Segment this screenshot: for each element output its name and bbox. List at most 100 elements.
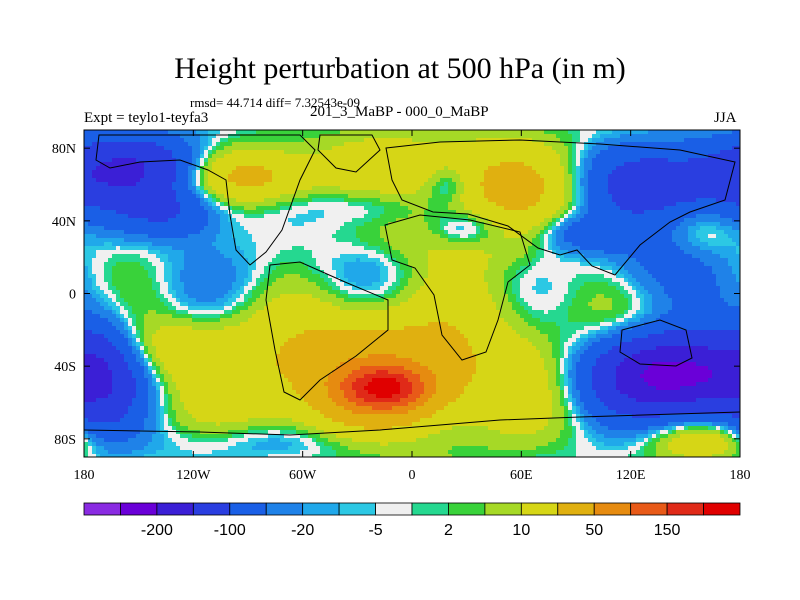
field-cell [472, 158, 476, 162]
field-cell [688, 206, 692, 210]
field-cell [460, 130, 464, 134]
field-cell [512, 242, 516, 246]
field-cell [152, 222, 156, 226]
field-cell [300, 178, 304, 182]
field-cell [352, 154, 356, 158]
field-cell [324, 154, 328, 158]
field-cell [456, 178, 460, 182]
field-cell [100, 150, 104, 154]
field-cell [668, 214, 672, 218]
field-cell [480, 150, 484, 154]
field-cell [396, 222, 400, 226]
field-cell [392, 130, 396, 134]
field-cell [408, 246, 412, 250]
field-cell [488, 130, 492, 134]
field-cell [680, 230, 684, 234]
field-cell [648, 222, 652, 226]
field-cell [576, 194, 580, 198]
field-cell [180, 226, 184, 230]
field-cell [244, 170, 248, 174]
field-cell [240, 182, 244, 186]
field-cell [376, 242, 380, 246]
field-cell [656, 154, 660, 158]
field-cell [548, 214, 552, 218]
field-cell [684, 246, 688, 250]
field-cell [96, 150, 100, 154]
field-cell [192, 178, 196, 182]
field-cell [732, 242, 736, 246]
field-cell [516, 186, 520, 190]
field-cell [88, 138, 92, 142]
field-cell [136, 222, 140, 226]
field-cell [248, 190, 252, 194]
field-cell [680, 134, 684, 138]
field-cell [604, 202, 608, 206]
field-cell [380, 246, 384, 250]
field-cell [240, 242, 244, 246]
field-cell [580, 230, 584, 234]
field-cell [216, 206, 220, 210]
field-cell [480, 154, 484, 158]
field-cell [736, 162, 740, 166]
field-cell [692, 138, 696, 142]
field-cell [508, 130, 512, 134]
field-cell [512, 134, 516, 138]
field-cell [376, 226, 380, 230]
field-cell [156, 194, 160, 198]
field-cell [612, 142, 616, 146]
field-cell [92, 150, 96, 154]
field-cell [604, 174, 608, 178]
field-cell [504, 230, 508, 234]
field-cell [452, 182, 456, 186]
field-cell [336, 190, 340, 194]
field-cell [492, 210, 496, 214]
field-cell [408, 178, 412, 182]
field-cell [252, 170, 256, 174]
field-cell [192, 170, 196, 174]
field-cell [484, 198, 488, 202]
field-cell [308, 162, 312, 166]
field-cell [160, 146, 164, 150]
field-cell [624, 158, 628, 162]
field-cell [608, 186, 612, 190]
field-cell [104, 134, 108, 138]
field-cell [296, 238, 300, 242]
field-cell [196, 174, 200, 178]
field-cell [736, 158, 740, 162]
field-cell [288, 194, 292, 198]
field-cell [224, 154, 228, 158]
field-cell [576, 246, 580, 250]
field-cell [200, 214, 204, 218]
field-cell [616, 158, 620, 162]
field-cell [92, 130, 96, 134]
field-cell [352, 182, 356, 186]
field-cell [136, 130, 140, 134]
field-cell [124, 170, 128, 174]
field-cell [188, 238, 192, 242]
field-cell [612, 234, 616, 238]
field-cell [132, 238, 136, 242]
field-cell [488, 170, 492, 174]
field-cell [300, 146, 304, 150]
field-cell [248, 134, 252, 138]
field-cell [356, 150, 360, 154]
field-cell [136, 162, 140, 166]
field-cell [516, 174, 520, 178]
field-cell [512, 146, 516, 150]
field-cell [284, 214, 288, 218]
field-cell [676, 166, 680, 170]
field-cell [432, 230, 436, 234]
field-cell [428, 158, 432, 162]
field-cell [664, 222, 668, 226]
field-cell [392, 134, 396, 138]
field-cell [320, 170, 324, 174]
field-cell [348, 162, 352, 166]
field-cell [448, 210, 452, 214]
field-cell [336, 210, 340, 214]
field-cell [520, 214, 524, 218]
field-cell [152, 134, 156, 138]
field-cell [652, 162, 656, 166]
field-cell [368, 222, 372, 226]
field-cell [348, 210, 352, 214]
field-cell [352, 186, 356, 190]
